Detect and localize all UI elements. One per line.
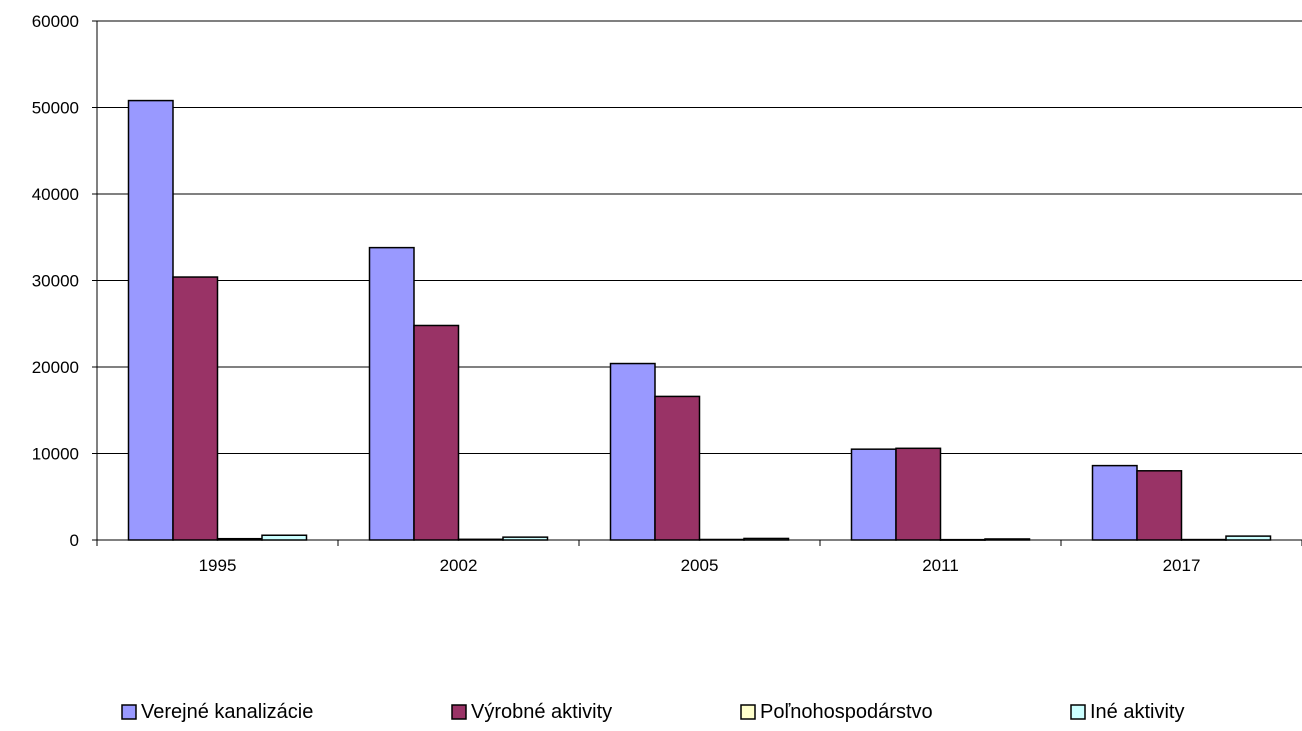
legend-label: Poľnohospodárstvo: [760, 701, 933, 723]
bar-1-1: [413, 324, 460, 541]
legend-item: Výrobné aktivity: [451, 701, 612, 723]
bar-2-0: [609, 362, 656, 541]
legend-item: Iné aktivity: [1070, 701, 1184, 723]
bar-3-1: [895, 447, 942, 541]
legend-label: Iné aktivity: [1090, 701, 1184, 723]
bar-1-0: [368, 246, 415, 541]
legend-label: Verejné kanalizácie: [141, 701, 313, 723]
y-tick-label: 30000: [32, 272, 79, 291]
axes: [96, 21, 1302, 541]
legend-swatch: [1070, 704, 1086, 720]
legend-swatch: [451, 704, 467, 720]
bar-3-0: [850, 448, 897, 541]
legend-item: Poľnohospodárstvo: [740, 701, 933, 723]
bar-4-1: [1136, 470, 1183, 541]
y-axis-ticks: 0 10000 20000 30000 40000 50000 60000: [32, 12, 97, 550]
bar-4-3: [1225, 535, 1272, 541]
bar-4-0: [1091, 464, 1138, 541]
legend-swatch: [740, 704, 756, 720]
y-tick-label: 50000: [32, 99, 79, 118]
x-tick-label: 1995: [199, 556, 237, 575]
y-tick-label: 0: [70, 531, 79, 550]
y-tick-label: 40000: [32, 185, 79, 204]
bars: [127, 99, 1272, 541]
x-tick-label: 2005: [681, 556, 719, 575]
bar-0-3: [261, 534, 308, 541]
bar-0-1: [172, 276, 219, 541]
legend-swatch: [121, 704, 137, 720]
bar-0-0: [127, 99, 174, 541]
legend: Verejné kanalizácie Výrobné aktivity Poľno…: [121, 701, 1184, 723]
y-tick-label: 10000: [32, 445, 79, 464]
y-tick-label: 60000: [32, 12, 79, 31]
y-tick-label: 20000: [32, 358, 79, 377]
x-tick-label: 2002: [440, 556, 478, 575]
gridlines: [97, 20, 1302, 454]
x-tick-label: 2017: [1163, 556, 1201, 575]
x-tick-label: 2011: [922, 556, 959, 575]
legend-label: Výrobné aktivity: [471, 701, 612, 723]
x-axis-ticks: 1995 2002 2005 2011 2017: [96, 540, 1302, 575]
legend-item: Verejné kanalizácie: [121, 701, 313, 723]
bar-2-1: [654, 395, 701, 541]
